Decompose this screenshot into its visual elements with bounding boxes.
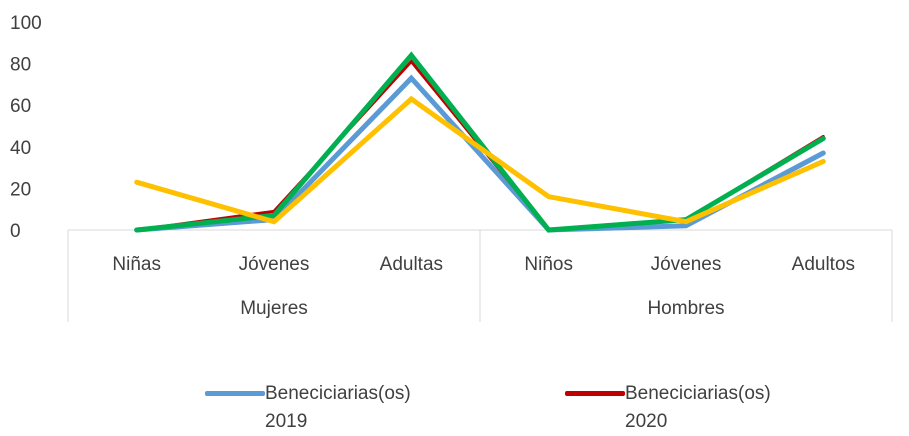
x-tick-label: Jóvenes	[239, 254, 310, 275]
x-tick-label: Niñas	[112, 254, 161, 275]
legend-year-2019: 2019	[265, 411, 308, 432]
y-tick-label: 100	[10, 13, 42, 34]
x-tick-label: Jóvenes	[651, 254, 722, 275]
legend-swatch-2019	[205, 391, 265, 396]
x-tick-label: Niños	[524, 254, 573, 275]
y-tick-label: 40	[10, 138, 31, 159]
legend-swatch-2020	[565, 391, 625, 396]
y-tick-label: 0	[10, 221, 21, 242]
series-line-3	[134, 51, 826, 233]
y-tick-label: 60	[10, 96, 31, 117]
legend-label-2020: Beneciciarias(os)	[625, 383, 771, 404]
y-tick-label: 20	[10, 179, 31, 200]
x-tick-label: Adultas	[380, 254, 443, 275]
x-axis: Niñas Jóvenes Adultas Niños Jóvenes Adultos Mu…	[67, 229, 893, 322]
legend-year-2020: 2020	[625, 411, 668, 432]
y-tick-label: 80	[10, 55, 31, 76]
x-group-label: Mujeres	[240, 298, 308, 319]
legend-label-2019: Beneciciarias(os)	[265, 383, 411, 404]
y-axis: 0 20 40 60 80 100	[10, 13, 42, 242]
x-group-label: Hombres	[647, 298, 724, 319]
line-chart: 0 20 40 60 80 100 Niñas Jóvenes Adultas Niños Jóv…	[10, 13, 893, 322]
series-lines	[134, 51, 826, 233]
x-tick-label: Adultos	[792, 254, 855, 275]
series-line-4	[134, 95, 826, 225]
legend-item-2019: Beneciciarias(os) 2019	[205, 380, 435, 436]
legend-item-2020: Beneciciarias(os) 2020	[565, 380, 795, 436]
